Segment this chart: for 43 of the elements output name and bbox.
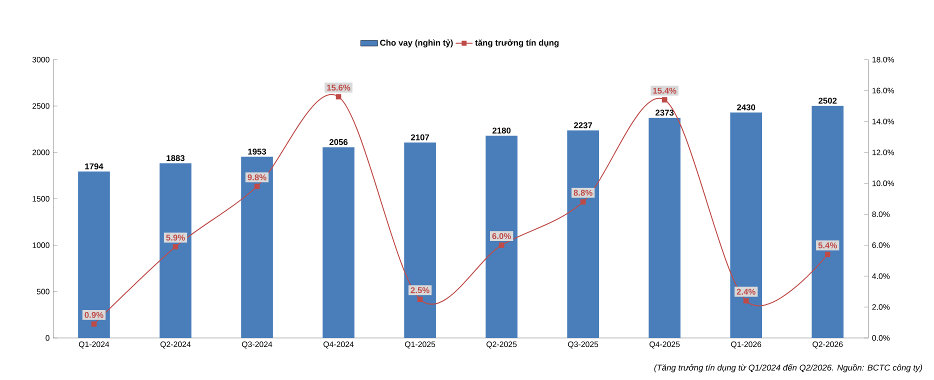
data-label: 0.9%	[84, 312, 104, 318]
data-label: 15.4%	[653, 88, 676, 94]
data-label: 2107	[410, 134, 430, 140]
point	[662, 97, 668, 103]
point	[336, 94, 342, 100]
point	[172, 244, 178, 250]
data-label: 2.5%	[410, 287, 430, 294]
bar	[730, 112, 762, 338]
data-label: 2430	[737, 104, 756, 110]
legend-label: tăng trưởng tín dụng	[475, 39, 559, 48]
data-label: 5.9%	[166, 234, 185, 241]
data-label: 2.4%	[736, 288, 756, 295]
data-label: 2180	[492, 128, 511, 134]
data-label: 2237	[574, 122, 592, 128]
data-label: 2056	[329, 139, 348, 146]
bar	[812, 106, 844, 338]
point	[743, 298, 749, 304]
bar	[404, 142, 436, 338]
bar	[322, 147, 354, 338]
point	[824, 252, 830, 258]
point	[498, 242, 504, 248]
data-label: 2502	[818, 98, 837, 104]
bar	[486, 136, 518, 338]
data-label: 8.8%	[574, 190, 592, 196]
point	[580, 199, 586, 205]
data-label: 15.6%	[327, 84, 350, 91]
legend-label: Cho vay (nghìn tỷ)	[380, 39, 453, 48]
bar	[241, 156, 273, 338]
point	[254, 184, 260, 190]
data-label: 6.0%	[492, 233, 511, 240]
point	[417, 296, 423, 302]
data-label: 9.8%	[248, 174, 266, 180]
text: (Tăng trưởng tín dụng từ Q1/2024 đến Q2/2026. Nguồn: BCTC công ty)	[654, 364, 922, 372]
data-label: 2373	[656, 110, 674, 116]
data-label: 1953	[248, 148, 266, 155]
bar	[648, 118, 680, 338]
data-label: 5.4%	[818, 242, 837, 248]
bar	[567, 130, 599, 338]
point	[91, 322, 97, 327]
data-label: 1883	[166, 155, 185, 162]
bar	[78, 172, 110, 338]
data-label: 1794	[85, 164, 104, 170]
bar	[160, 163, 192, 338]
